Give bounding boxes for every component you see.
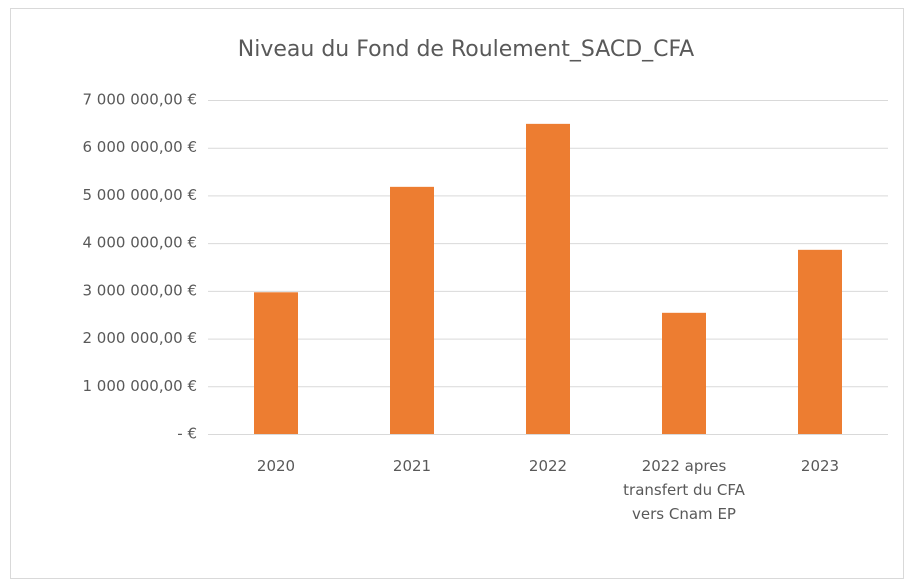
bar: [390, 186, 434, 434]
bar: [254, 292, 298, 434]
x-tick-label: 2020: [256, 457, 296, 475]
x-tick-label: 2021: [392, 457, 432, 475]
y-tick-label: 3 000 000,00 €: [82, 281, 197, 299]
y-tick-label: 6 000 000,00 €: [82, 138, 197, 156]
bar: [526, 123, 570, 434]
x-tick-label: 2023: [800, 457, 840, 475]
y-tick-label: - €: [177, 425, 197, 443]
y-tick-label: 4 000 000,00 €: [82, 234, 197, 252]
chart-frame: [10, 8, 904, 579]
chart-title: Niveau du Fond de Roulement_SACD_CFA: [238, 37, 694, 62]
bar: [662, 312, 706, 434]
bar: [798, 249, 842, 434]
y-tick-label: 1 000 000,00 €: [82, 377, 197, 395]
y-tick-label: 2 000 000,00 €: [82, 329, 197, 347]
x-tick-label: 2022 apres transfert du CFA vers Cnam EP: [623, 457, 745, 523]
y-tick-label: 5 000 000,00 €: [82, 186, 197, 204]
x-tick-label: 2022: [528, 457, 568, 475]
y-tick-label: 7 000 000,00 €: [82, 91, 197, 109]
